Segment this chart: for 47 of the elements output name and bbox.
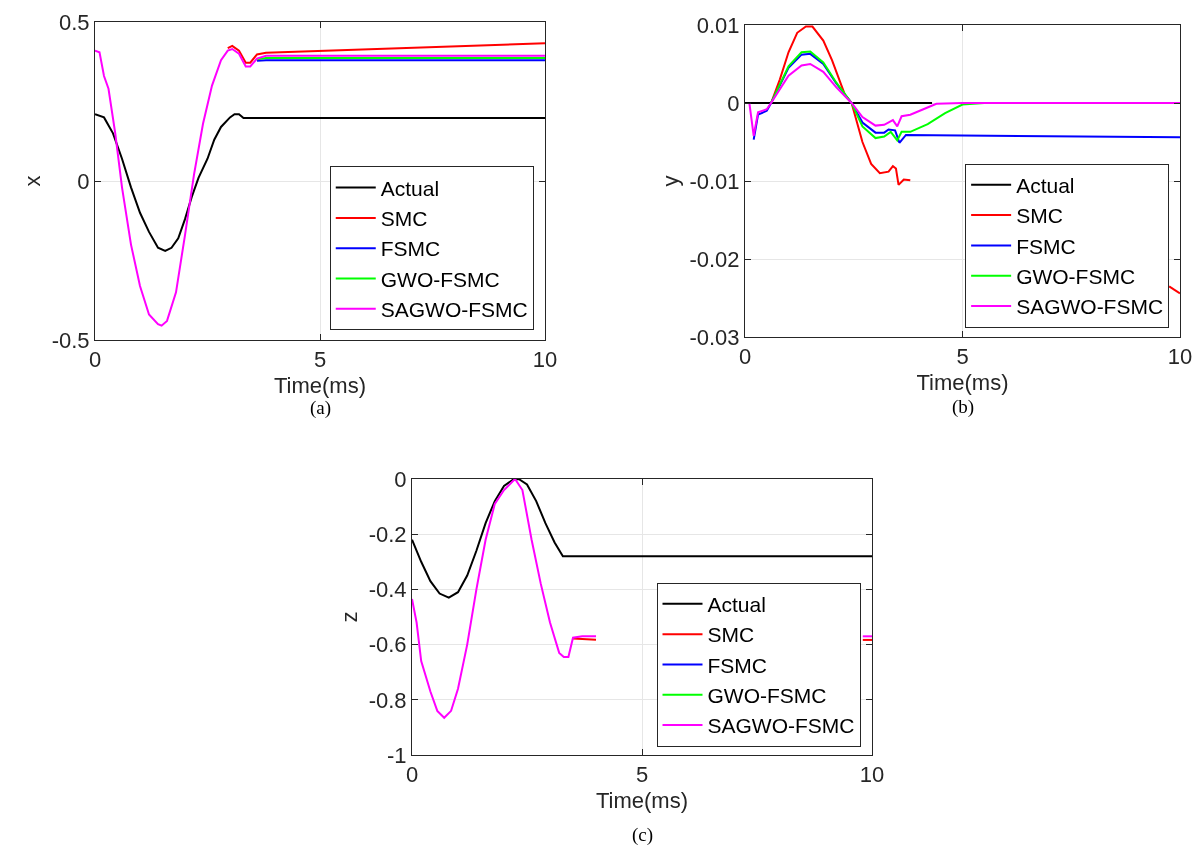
text: (c) [632, 824, 654, 846]
y-tick-label: 0 [394, 466, 407, 492]
legend-label: Actual [1016, 173, 1075, 197]
y-tick-label: 0.01 [696, 12, 740, 38]
legend-label: SMC [380, 207, 428, 231]
y-tick-label: -0.8 [368, 687, 407, 713]
y-tick-label: -0.6 [368, 632, 407, 658]
x-axis-title: Time(ms) [273, 373, 367, 399]
y-tick-label: 0.5 [59, 9, 90, 35]
x-tick-label: 10 [532, 347, 558, 373]
line-series [412, 479, 872, 599]
x-tick-label: 5 [956, 344, 969, 370]
legend-label: FSMC [1016, 234, 1076, 258]
y-tick-label: -1 [387, 742, 407, 768]
y-tick-label: -0.2 [368, 521, 407, 547]
x-tick-label: 10 [859, 762, 885, 788]
legend-label: Actual [707, 593, 766, 617]
text: (a) [310, 397, 332, 419]
legend-label: GWO-FSMC [1016, 264, 1136, 288]
y-tick-label: -0.5 [51, 327, 90, 353]
legend-label: GWO-FSMC [707, 683, 827, 707]
legend-label: GWO-FSMC [380, 267, 500, 291]
x-axis-title: Time(ms) [916, 370, 1009, 396]
y-axis-title: y [658, 175, 684, 187]
line-series [95, 48, 545, 327]
line-series [226, 42, 545, 64]
y-tick-label: -0.4 [368, 577, 407, 603]
legend-label: FSMC [380, 237, 441, 261]
legend-label: SMC [707, 623, 755, 647]
y-tick-label: -0.02 [689, 246, 740, 272]
x-tick-label: 10 [1167, 344, 1193, 370]
text: (b) [952, 396, 975, 418]
x-tick-label: 5 [313, 347, 327, 373]
y-tick-label: -0.01 [689, 168, 740, 194]
y-tick-label: 0 [727, 90, 740, 116]
x-tick-label: 5 [635, 762, 649, 788]
legend-label: SMC [1016, 204, 1063, 228]
x-axis-title: Time(ms) [595, 788, 689, 814]
legend-label: FSMC [707, 653, 767, 677]
legend-label: SAGWO-FSMC [1016, 295, 1164, 319]
y-axis-title: z [337, 611, 363, 623]
legend-label: SAGWO-FSMC [707, 714, 855, 738]
legend-label: SAGWO-FSMC [380, 298, 528, 321]
legend-label: Actual [380, 176, 440, 200]
y-axis-title: x [20, 175, 46, 187]
y-tick-label: 0 [77, 168, 90, 194]
y-tick-label: -0.03 [689, 324, 740, 350]
